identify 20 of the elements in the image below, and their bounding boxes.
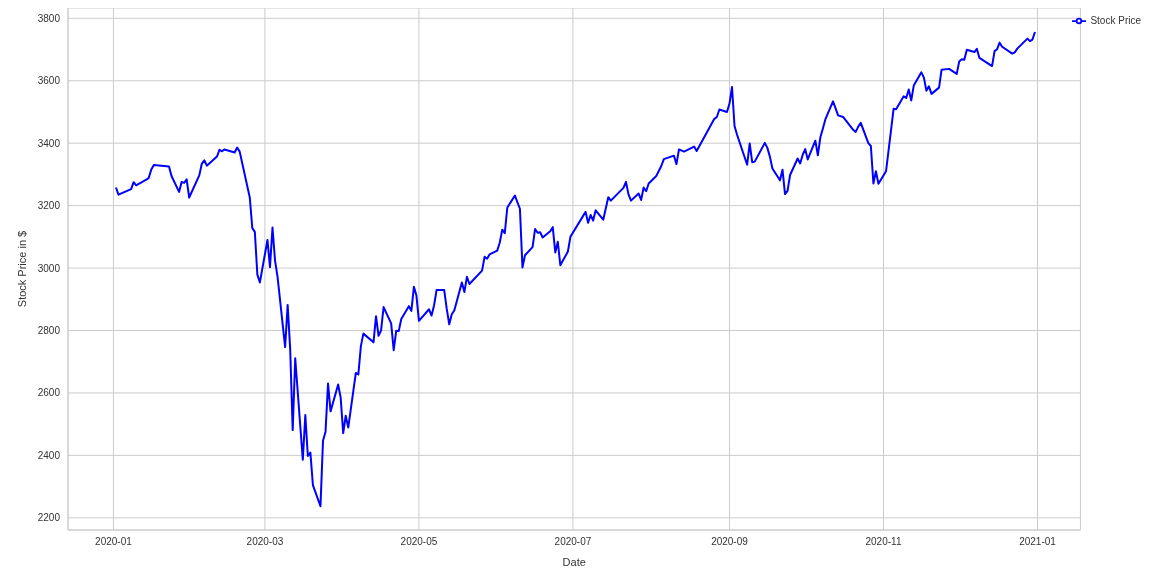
y-tick-label: 3000 xyxy=(37,262,61,274)
y-tick-label: 2400 xyxy=(37,449,61,461)
x-tick-label: 2021-01 xyxy=(1019,536,1057,548)
line-series xyxy=(114,31,1036,508)
x-tick-label: 2020-05 xyxy=(400,536,438,548)
legend-label: Stock Price xyxy=(1090,14,1141,26)
x-tick-label: 2020-09 xyxy=(711,536,749,548)
x-tick-label: 2020-11 xyxy=(865,536,902,548)
y-tick-label: 3600 xyxy=(37,75,61,87)
x-axis-title: Date xyxy=(562,556,586,568)
y-axis-title: Stock Price in $ xyxy=(15,230,28,308)
x-tick-label: 2020-01 xyxy=(95,536,133,548)
y-tick-label: 2800 xyxy=(37,325,61,337)
y-tick-label: 2600 xyxy=(37,387,61,399)
y-tick-label: 2200 xyxy=(37,512,61,524)
y-tick-label: 3200 xyxy=(37,200,61,212)
y-tick-label: 3800 xyxy=(37,12,61,24)
x-tick-label: 2020-03 xyxy=(246,536,284,548)
x-tick-label: 2020-07 xyxy=(554,536,592,548)
y-tick-label: 3400 xyxy=(37,137,61,149)
